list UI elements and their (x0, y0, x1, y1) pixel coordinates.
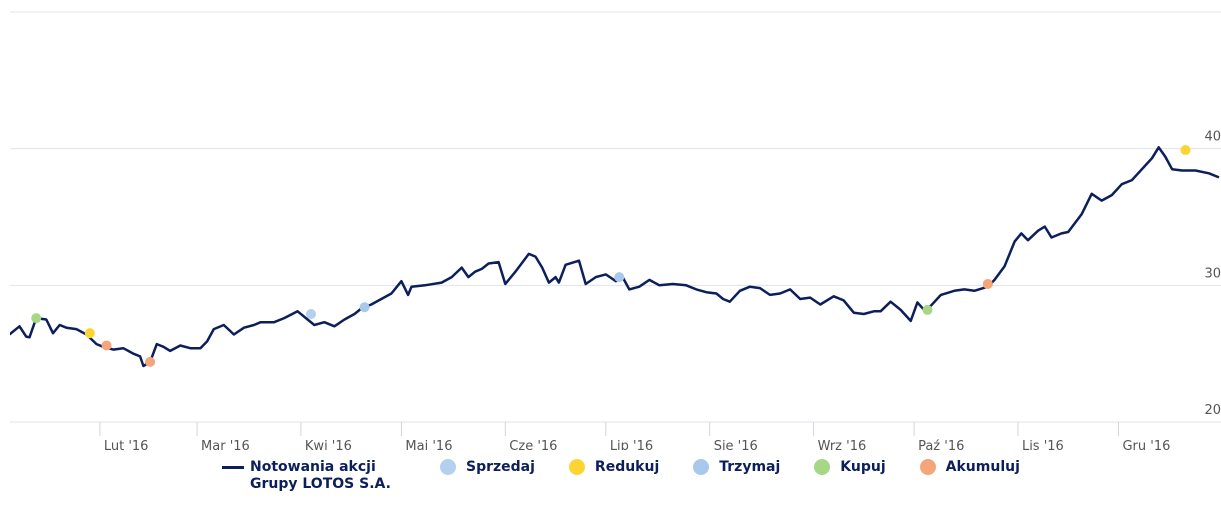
legend-label: Sprzedaj (466, 459, 535, 475)
rating-marker (305, 309, 316, 320)
price-line (10, 146, 1220, 368)
x-tick-label: Sie '16 (714, 439, 758, 450)
legend-item: Akumuluj (919, 459, 1020, 476)
legend-label: Notowania akcji Grupy LOTOS S.A. (250, 459, 391, 492)
legend-label: Kupuj (840, 459, 886, 475)
legend-dot (568, 459, 585, 475)
y-tick-label: 40 (1204, 130, 1221, 145)
y-tick-label: 30 (1204, 266, 1221, 281)
legend-item: Notowania akcji Grupy LOTOS S.A. (222, 459, 400, 493)
legend-item: Trzymaj (693, 459, 780, 476)
legend-item: Sprzedaj (440, 459, 535, 476)
x-tick-label: Cze '16 (509, 439, 557, 450)
rating-marker (359, 302, 370, 313)
x-tick-label: Lis '16 (1022, 439, 1064, 450)
rating-marker (84, 328, 95, 339)
rating-marker (982, 278, 993, 289)
rating-marker (101, 340, 112, 351)
rating-marker (1180, 145, 1191, 156)
x-tick-label: Mar '16 (201, 439, 250, 450)
x-tick-label: Lip '16 (610, 439, 653, 450)
rating-marker (614, 272, 625, 283)
rating-marker (922, 304, 933, 315)
legend-label: Trzymaj (719, 459, 781, 475)
chart: 20 30 40 Lut '16 Mar '16 Kwi '16 Maj '16 Cze '1… (10, 11, 1221, 450)
legend-label: Redukuj (594, 459, 660, 475)
legend-item: Kupuj (814, 459, 886, 476)
rating-marker (31, 313, 42, 324)
legend-dot (440, 459, 456, 475)
x-tick-label: Maj '16 (405, 439, 452, 450)
legend-dot (919, 459, 936, 475)
x-tick-label: Paź '16 (918, 439, 964, 450)
legend-item: Redukuj (568, 459, 660, 476)
x-tick-label: Kwi '16 (305, 439, 352, 450)
x-tick-label: Wrz '16 (818, 439, 867, 450)
y-tick-label: 20 (1204, 403, 1221, 418)
legend-label: Akumuluj (945, 459, 1020, 475)
legend-dot (693, 459, 710, 475)
legend: Notowania akcji Grupy LOTOS S.A. Sprzedaj… (222, 459, 1054, 493)
x-tick-label: Gru '16 (1122, 439, 1170, 450)
legend-line (222, 466, 244, 469)
rating-marker (145, 356, 156, 367)
legend-dot (814, 459, 831, 475)
x-tick-label: Lut '16 (104, 439, 149, 450)
